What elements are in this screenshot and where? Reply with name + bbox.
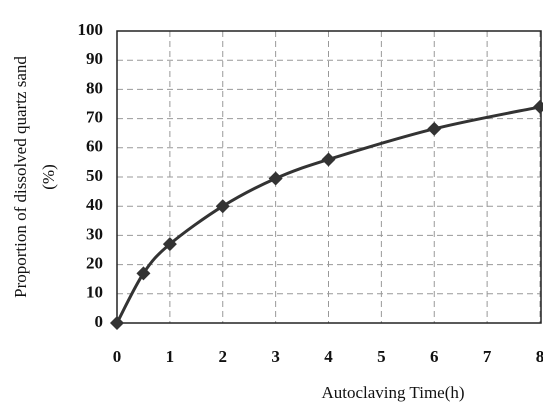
x-tick-label: 3 (271, 347, 280, 366)
y-tick-label: 30 (86, 224, 103, 243)
x-tick-label: 1 (166, 347, 175, 366)
x-tick-label: 6 (430, 347, 439, 366)
x-axis-label: Autoclaving Time(h) (321, 383, 464, 402)
plot-frame (116, 30, 542, 324)
data-point (162, 237, 177, 252)
y-axis-label: Proportion of dissolved quartz sand (11, 56, 30, 298)
data-point (136, 266, 151, 281)
y-tick-label: 50 (86, 166, 103, 185)
y-tick-label: 0 (95, 312, 104, 331)
data-point (268, 171, 283, 186)
x-tick-label: 8 (536, 347, 543, 366)
data-point (427, 121, 442, 136)
data-point (533, 99, 543, 114)
x-tick-label: 5 (377, 347, 386, 366)
x-tick-label: 2 (219, 347, 228, 366)
x-tick-label: 7 (483, 347, 492, 366)
y-axis-label: (%) (39, 164, 58, 189)
y-tick-label: 80 (86, 78, 103, 97)
y-tick-label: 90 (86, 49, 103, 68)
data-point (110, 316, 124, 330)
data-point (215, 199, 230, 214)
y-tick-label: 70 (86, 108, 103, 127)
y-tick-label: 10 (86, 283, 103, 302)
y-tick-label: 100 (78, 20, 104, 39)
x-tick-label: 4 (324, 347, 333, 366)
y-tick-label: 40 (86, 195, 103, 214)
y-tick-label: 60 (86, 137, 103, 156)
y-tick-label: 20 (86, 254, 103, 273)
data-point (321, 152, 336, 167)
x-tick-label: 0 (113, 347, 122, 366)
